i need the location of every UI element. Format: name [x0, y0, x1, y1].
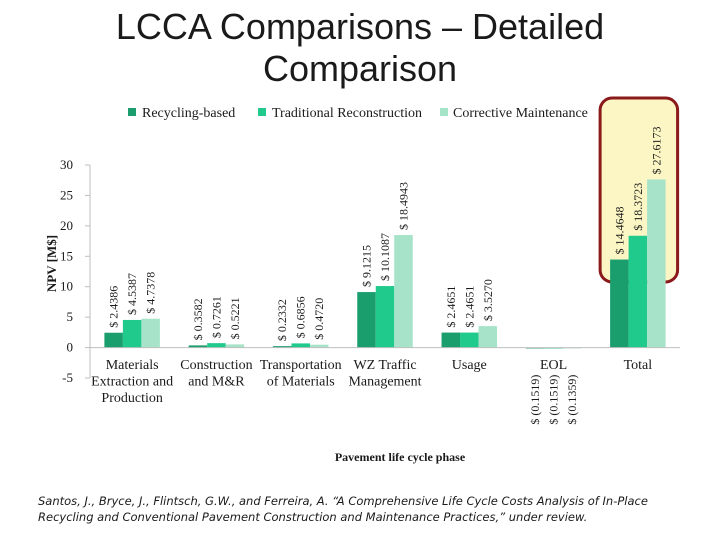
legend-swatch-3 [440, 108, 448, 116]
data-label: $ 9.1215 [360, 245, 374, 287]
bar [394, 235, 413, 348]
bar [272, 346, 292, 348]
bar [610, 259, 629, 348]
data-label: $ 18.3723 [631, 183, 645, 231]
y-tick-label: 15 [60, 248, 73, 263]
x-axis-title: Pavement life cycle phase [335, 450, 466, 464]
bar [122, 319, 142, 348]
data-label: $ 4.5387 [125, 273, 139, 315]
data-label: $ (0.1359) [565, 375, 579, 425]
data-label: $ (0.1519) [528, 375, 542, 425]
data-label: $ 0.5221 [228, 297, 242, 339]
data-label: $ 0.7261 [209, 296, 223, 338]
data-label: $ 2.4386 [107, 286, 121, 328]
x-tick-label: Management [348, 375, 421, 390]
x-tick-label: Production [101, 391, 162, 406]
x-tick-label: Usage [452, 358, 487, 373]
slide-title: LCCA Comparisons – Detailed Comparison [0, 6, 720, 90]
data-label: $ 14.4648 [612, 207, 626, 255]
bar [357, 292, 376, 348]
data-label: $ 10.1087 [378, 233, 392, 281]
y-axis-title: NPV [M$] [44, 235, 59, 292]
bar [207, 343, 226, 348]
y-tick-label: 25 [60, 187, 73, 202]
data-label: $ 0.3582 [191, 298, 205, 340]
bar [628, 235, 648, 348]
x-tick-label: of Materials [267, 375, 335, 390]
x-tick-label: Total [624, 358, 653, 373]
bar [291, 343, 310, 348]
bar [441, 332, 461, 348]
title-line-2: Comparison [262, 48, 458, 89]
bar [647, 179, 666, 348]
bar [141, 318, 160, 348]
bar [478, 326, 498, 348]
data-label: $ 27.6173 [649, 127, 663, 175]
bar [104, 332, 123, 348]
bar [188, 345, 208, 348]
bar [225, 344, 245, 348]
y-tick-label: -5 [62, 370, 73, 385]
legend-swatch-2 [258, 108, 266, 116]
data-label: $ 0.6856 [294, 296, 308, 338]
legend-label-2: Traditional Reconstruction [272, 106, 422, 121]
x-tick-label: and M&R [188, 375, 245, 390]
y-tick-label: 30 [60, 157, 73, 172]
y-tick-label: 10 [60, 279, 73, 294]
title-line-1: LCCA Comparisons – Detailed [115, 6, 605, 47]
y-tick-label: 0 [67, 340, 74, 355]
y-tick-label: 20 [60, 218, 73, 233]
data-label: $ 3.5270 [481, 279, 495, 321]
data-label: $ 4.7378 [144, 272, 158, 314]
bar [309, 344, 329, 348]
legend-label-1: Recycling-based [142, 106, 235, 121]
bar [375, 286, 395, 348]
x-tick-label: Transportation [260, 358, 342, 373]
data-label: $ 2.4651 [444, 286, 458, 328]
x-tick-label: WZ Traffic [353, 358, 416, 373]
bar [460, 332, 479, 348]
data-label: $ (0.1519) [547, 375, 561, 425]
x-tick-label: Materials [106, 358, 159, 373]
legend-label-3: Corrective Maintenance [453, 106, 588, 121]
x-tick-label: Construction [180, 358, 252, 373]
legend-swatch-1 [128, 108, 136, 116]
data-label: $ 18.4943 [397, 182, 411, 230]
x-tick-label: Extraction and [91, 375, 173, 390]
data-label: $ 0.2332 [275, 299, 289, 341]
y-tick-label: 5 [67, 309, 74, 324]
data-label: $ 2.4651 [462, 286, 476, 328]
data-label: $ 0.4720 [312, 298, 326, 340]
citation: Santos, J., Bryce, J., Flintsch, G.W., a… [38, 494, 648, 524]
x-tick-label: EOL [540, 358, 567, 373]
